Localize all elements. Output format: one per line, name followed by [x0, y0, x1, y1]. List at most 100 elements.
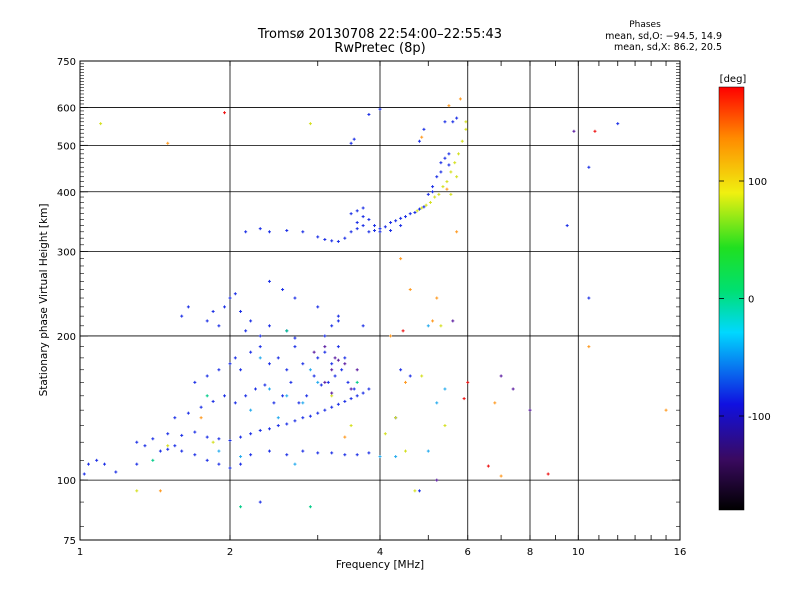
x-tick-label: 16 [674, 547, 687, 558]
data-point [223, 305, 227, 309]
data-point [367, 387, 371, 391]
data-point [330, 324, 334, 328]
data-point [258, 334, 262, 338]
data-point [499, 474, 503, 478]
data-point [217, 449, 221, 453]
data-point [378, 107, 382, 111]
data-point [193, 430, 197, 434]
data-point [263, 383, 267, 387]
data-point [439, 324, 443, 328]
data-point [323, 334, 327, 338]
y-tick-label: 750 [57, 57, 76, 68]
data-point [223, 111, 227, 115]
data-point [343, 356, 347, 360]
y-axis-label: Stationary phase Virtual Height [km] [38, 204, 50, 397]
data-point [499, 374, 503, 378]
data-point [173, 444, 177, 448]
data-point [330, 368, 334, 372]
data-point [143, 444, 147, 448]
data-point [193, 380, 197, 384]
x-tick-label: 2 [227, 547, 233, 558]
y-tick-label: 100 [57, 476, 76, 487]
y-axis: 75 100 200 300 400 500 600 750 [57, 57, 680, 547]
data-point [330, 362, 334, 366]
grid-lines [80, 61, 680, 540]
data-point [399, 224, 403, 228]
data-point [349, 230, 353, 234]
data-point [458, 97, 462, 101]
data-point [103, 462, 107, 466]
data-point [316, 305, 320, 309]
stats-o-mode: mean, sd,O: −94.5, 14.9 [605, 31, 722, 42]
data-point [228, 362, 232, 366]
data-point [451, 319, 455, 323]
data-point [173, 416, 177, 420]
data-point [199, 405, 203, 409]
colorbar-tick-label: 0 [748, 295, 754, 306]
data-point [460, 139, 464, 143]
data-point [316, 451, 320, 455]
data-point [217, 368, 221, 372]
data-point [367, 218, 371, 222]
data-point [464, 120, 468, 124]
data-point [352, 137, 356, 141]
data-point [383, 225, 387, 229]
data-point [361, 324, 365, 328]
data-point [82, 472, 86, 476]
data-point [233, 401, 237, 405]
data-point [616, 122, 620, 126]
data-point [166, 432, 170, 436]
data-point [233, 292, 237, 296]
data-point [361, 391, 365, 395]
data-point [267, 427, 271, 431]
data-point [336, 402, 340, 406]
data-point [355, 209, 359, 213]
data-point [417, 139, 421, 143]
data-point [413, 211, 417, 215]
data-point [228, 466, 232, 470]
data-point [426, 324, 430, 328]
data-point [336, 358, 340, 362]
data-point [308, 505, 312, 509]
data-point [285, 329, 289, 333]
data-point [239, 462, 243, 466]
data-point [217, 437, 221, 441]
data-point [373, 224, 377, 228]
y-tick-label: 300 [57, 248, 76, 259]
data-point [99, 122, 103, 126]
data-point [258, 345, 262, 349]
data-point [340, 368, 344, 372]
data-point [415, 209, 419, 213]
data-point [453, 161, 457, 165]
data-point [462, 397, 466, 401]
data-point [352, 387, 356, 391]
data-point [378, 455, 382, 459]
data-point [435, 175, 439, 179]
data-point [383, 432, 387, 436]
data-point [431, 319, 435, 323]
data-point [193, 453, 197, 457]
data-point [343, 236, 347, 240]
data-point [403, 380, 407, 384]
data-point [445, 180, 449, 184]
data-point [343, 399, 347, 403]
y-tick-label: 200 [57, 332, 76, 343]
data-point [343, 453, 347, 457]
data-point [249, 432, 253, 436]
data-point [464, 127, 468, 131]
data-point [424, 203, 428, 207]
data-point [336, 319, 340, 323]
data-point [301, 449, 305, 453]
data-point [361, 206, 365, 210]
data-point [293, 296, 297, 300]
data-point [239, 309, 243, 313]
data-point [244, 394, 248, 398]
data-point [367, 112, 371, 116]
data-point [373, 229, 377, 233]
data-point [439, 170, 443, 174]
y-tick-label: 400 [57, 188, 76, 199]
data-point [420, 135, 424, 139]
data-point [330, 391, 334, 395]
data-point [312, 350, 316, 354]
data-point [349, 387, 353, 391]
